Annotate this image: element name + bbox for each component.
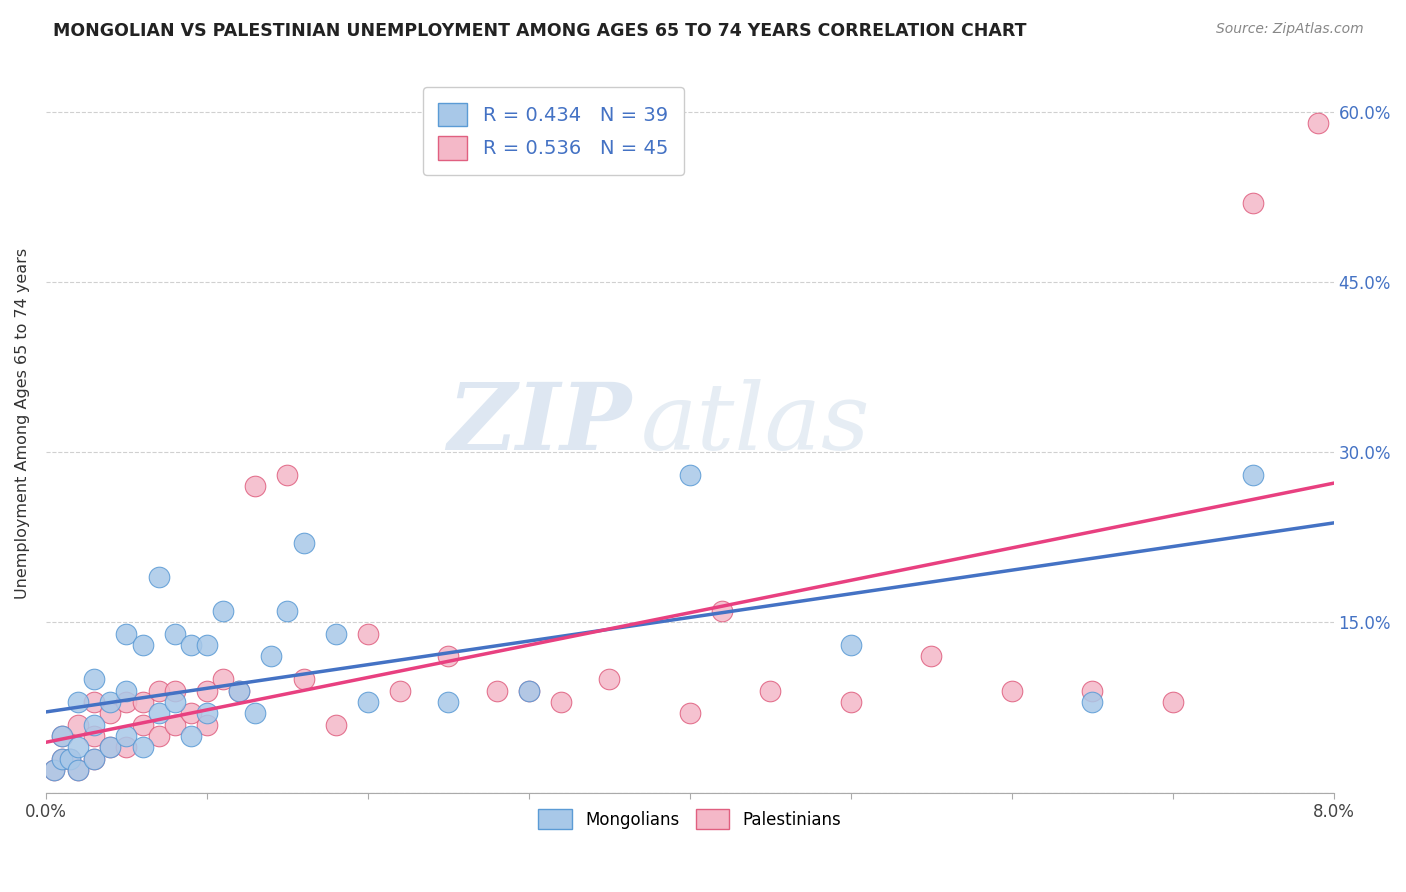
Point bbox=[67, 740, 90, 755]
Point bbox=[83, 672, 105, 686]
Point bbox=[83, 751, 105, 765]
Point bbox=[195, 638, 218, 652]
Point bbox=[163, 695, 186, 709]
Point bbox=[67, 695, 90, 709]
Point bbox=[163, 627, 186, 641]
Point bbox=[389, 683, 412, 698]
Point bbox=[67, 763, 90, 777]
Point bbox=[67, 717, 90, 731]
Point bbox=[276, 467, 298, 482]
Point bbox=[357, 627, 380, 641]
Point bbox=[485, 683, 508, 698]
Point bbox=[679, 467, 702, 482]
Point bbox=[325, 627, 347, 641]
Point bbox=[1161, 695, 1184, 709]
Text: ZIP: ZIP bbox=[447, 379, 631, 469]
Point bbox=[759, 683, 782, 698]
Point bbox=[1241, 467, 1264, 482]
Point bbox=[148, 570, 170, 584]
Point bbox=[163, 717, 186, 731]
Point bbox=[148, 683, 170, 698]
Text: Source: ZipAtlas.com: Source: ZipAtlas.com bbox=[1216, 22, 1364, 37]
Point bbox=[195, 683, 218, 698]
Point bbox=[163, 683, 186, 698]
Point bbox=[67, 763, 90, 777]
Point bbox=[131, 740, 153, 755]
Point bbox=[98, 740, 121, 755]
Point bbox=[517, 683, 540, 698]
Point bbox=[517, 683, 540, 698]
Point bbox=[51, 751, 73, 765]
Point bbox=[920, 649, 942, 664]
Point bbox=[115, 695, 138, 709]
Point bbox=[83, 717, 105, 731]
Point bbox=[83, 751, 105, 765]
Point bbox=[276, 604, 298, 618]
Y-axis label: Unemployment Among Ages 65 to 74 years: Unemployment Among Ages 65 to 74 years bbox=[15, 248, 30, 599]
Point bbox=[51, 729, 73, 743]
Point bbox=[83, 729, 105, 743]
Point bbox=[292, 672, 315, 686]
Point bbox=[679, 706, 702, 721]
Point bbox=[711, 604, 734, 618]
Point bbox=[1001, 683, 1024, 698]
Point bbox=[598, 672, 620, 686]
Point bbox=[131, 695, 153, 709]
Point bbox=[180, 729, 202, 743]
Point bbox=[357, 695, 380, 709]
Point bbox=[115, 729, 138, 743]
Point bbox=[325, 717, 347, 731]
Point bbox=[59, 751, 82, 765]
Point bbox=[115, 740, 138, 755]
Point bbox=[437, 695, 460, 709]
Point bbox=[42, 763, 65, 777]
Point bbox=[131, 638, 153, 652]
Point bbox=[228, 683, 250, 698]
Point bbox=[550, 695, 572, 709]
Point bbox=[180, 638, 202, 652]
Point bbox=[1081, 695, 1104, 709]
Point bbox=[115, 683, 138, 698]
Point bbox=[1241, 195, 1264, 210]
Point bbox=[98, 695, 121, 709]
Point bbox=[59, 751, 82, 765]
Point bbox=[245, 479, 267, 493]
Point bbox=[42, 763, 65, 777]
Point bbox=[195, 717, 218, 731]
Point bbox=[148, 729, 170, 743]
Point bbox=[98, 706, 121, 721]
Point bbox=[51, 729, 73, 743]
Text: atlas: atlas bbox=[641, 379, 870, 469]
Point bbox=[115, 627, 138, 641]
Point bbox=[245, 706, 267, 721]
Point bbox=[131, 717, 153, 731]
Point bbox=[212, 672, 235, 686]
Point bbox=[292, 536, 315, 550]
Point bbox=[260, 649, 283, 664]
Text: MONGOLIAN VS PALESTINIAN UNEMPLOYMENT AMONG AGES 65 TO 74 YEARS CORRELATION CHAR: MONGOLIAN VS PALESTINIAN UNEMPLOYMENT AM… bbox=[53, 22, 1026, 40]
Point bbox=[839, 638, 862, 652]
Point bbox=[1081, 683, 1104, 698]
Point bbox=[180, 706, 202, 721]
Point bbox=[839, 695, 862, 709]
Point bbox=[83, 695, 105, 709]
Legend: Mongolians, Palestinians: Mongolians, Palestinians bbox=[531, 802, 848, 836]
Point bbox=[212, 604, 235, 618]
Point bbox=[437, 649, 460, 664]
Point bbox=[1306, 116, 1329, 130]
Point bbox=[51, 751, 73, 765]
Point bbox=[148, 706, 170, 721]
Point bbox=[195, 706, 218, 721]
Point bbox=[98, 740, 121, 755]
Point bbox=[228, 683, 250, 698]
